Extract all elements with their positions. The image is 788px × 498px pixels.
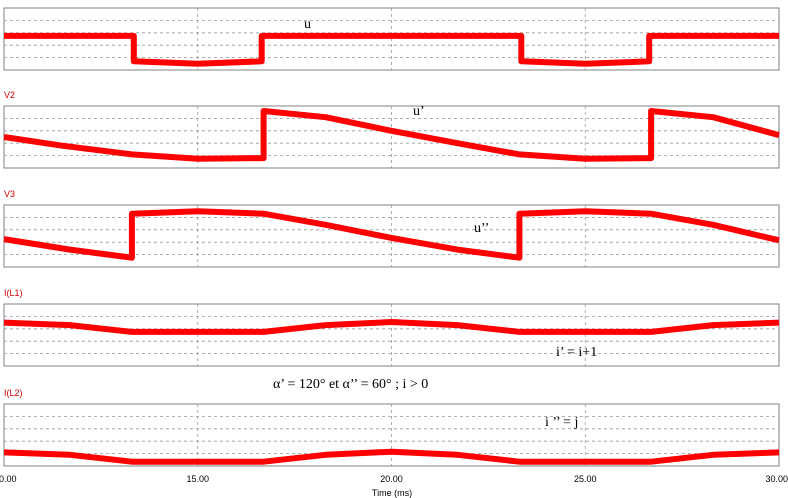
series-label: I(L1) (4, 288, 23, 298)
series-annotation: u’’ (474, 221, 489, 236)
x-tick-label: 10.00 (0, 474, 17, 484)
series-line (3, 319, 780, 335)
series-line (4, 32, 779, 67)
x-tick-label: 25.00 (574, 474, 597, 484)
x-tick-label: 30.00 (765, 474, 788, 484)
v-gridlines (197, 106, 586, 168)
series-label: V3 (4, 189, 15, 199)
series-label: V2 (4, 90, 15, 100)
v-gridlines (197, 304, 586, 366)
panel-2: V2 u’ (3, 90, 780, 169)
series-line (3, 448, 780, 465)
series-annotation: u (304, 17, 311, 32)
v-gridlines (197, 404, 586, 466)
series-annotation: u’ (413, 104, 425, 119)
series-annotation: i’ = i+1 (556, 345, 597, 360)
series-label: I(L2) (4, 388, 23, 398)
panel-4: I(L1) i’ = i+1 (3, 288, 780, 367)
panel-1: u (3, 7, 780, 71)
panel-3: V3 u’’ (3, 189, 780, 268)
x-tick-label: 20.00 (380, 474, 403, 484)
panel-5: I(L2) i ’’ = j (3, 388, 780, 467)
series-line (3, 208, 780, 261)
series-annotation: i ’’ = j (545, 415, 578, 430)
series-line (3, 108, 780, 162)
x-axis-label: Time (ms) (372, 488, 412, 498)
x-axis-ticks: 10.00 15.00 20.00 25.00 30.00 (0, 474, 788, 484)
alpha-caption: α’ = 120° et α’’ = 60° ; i > 0 (273, 377, 428, 392)
v-gridlines (197, 8, 586, 70)
x-tick-label: 15.00 (186, 474, 209, 484)
